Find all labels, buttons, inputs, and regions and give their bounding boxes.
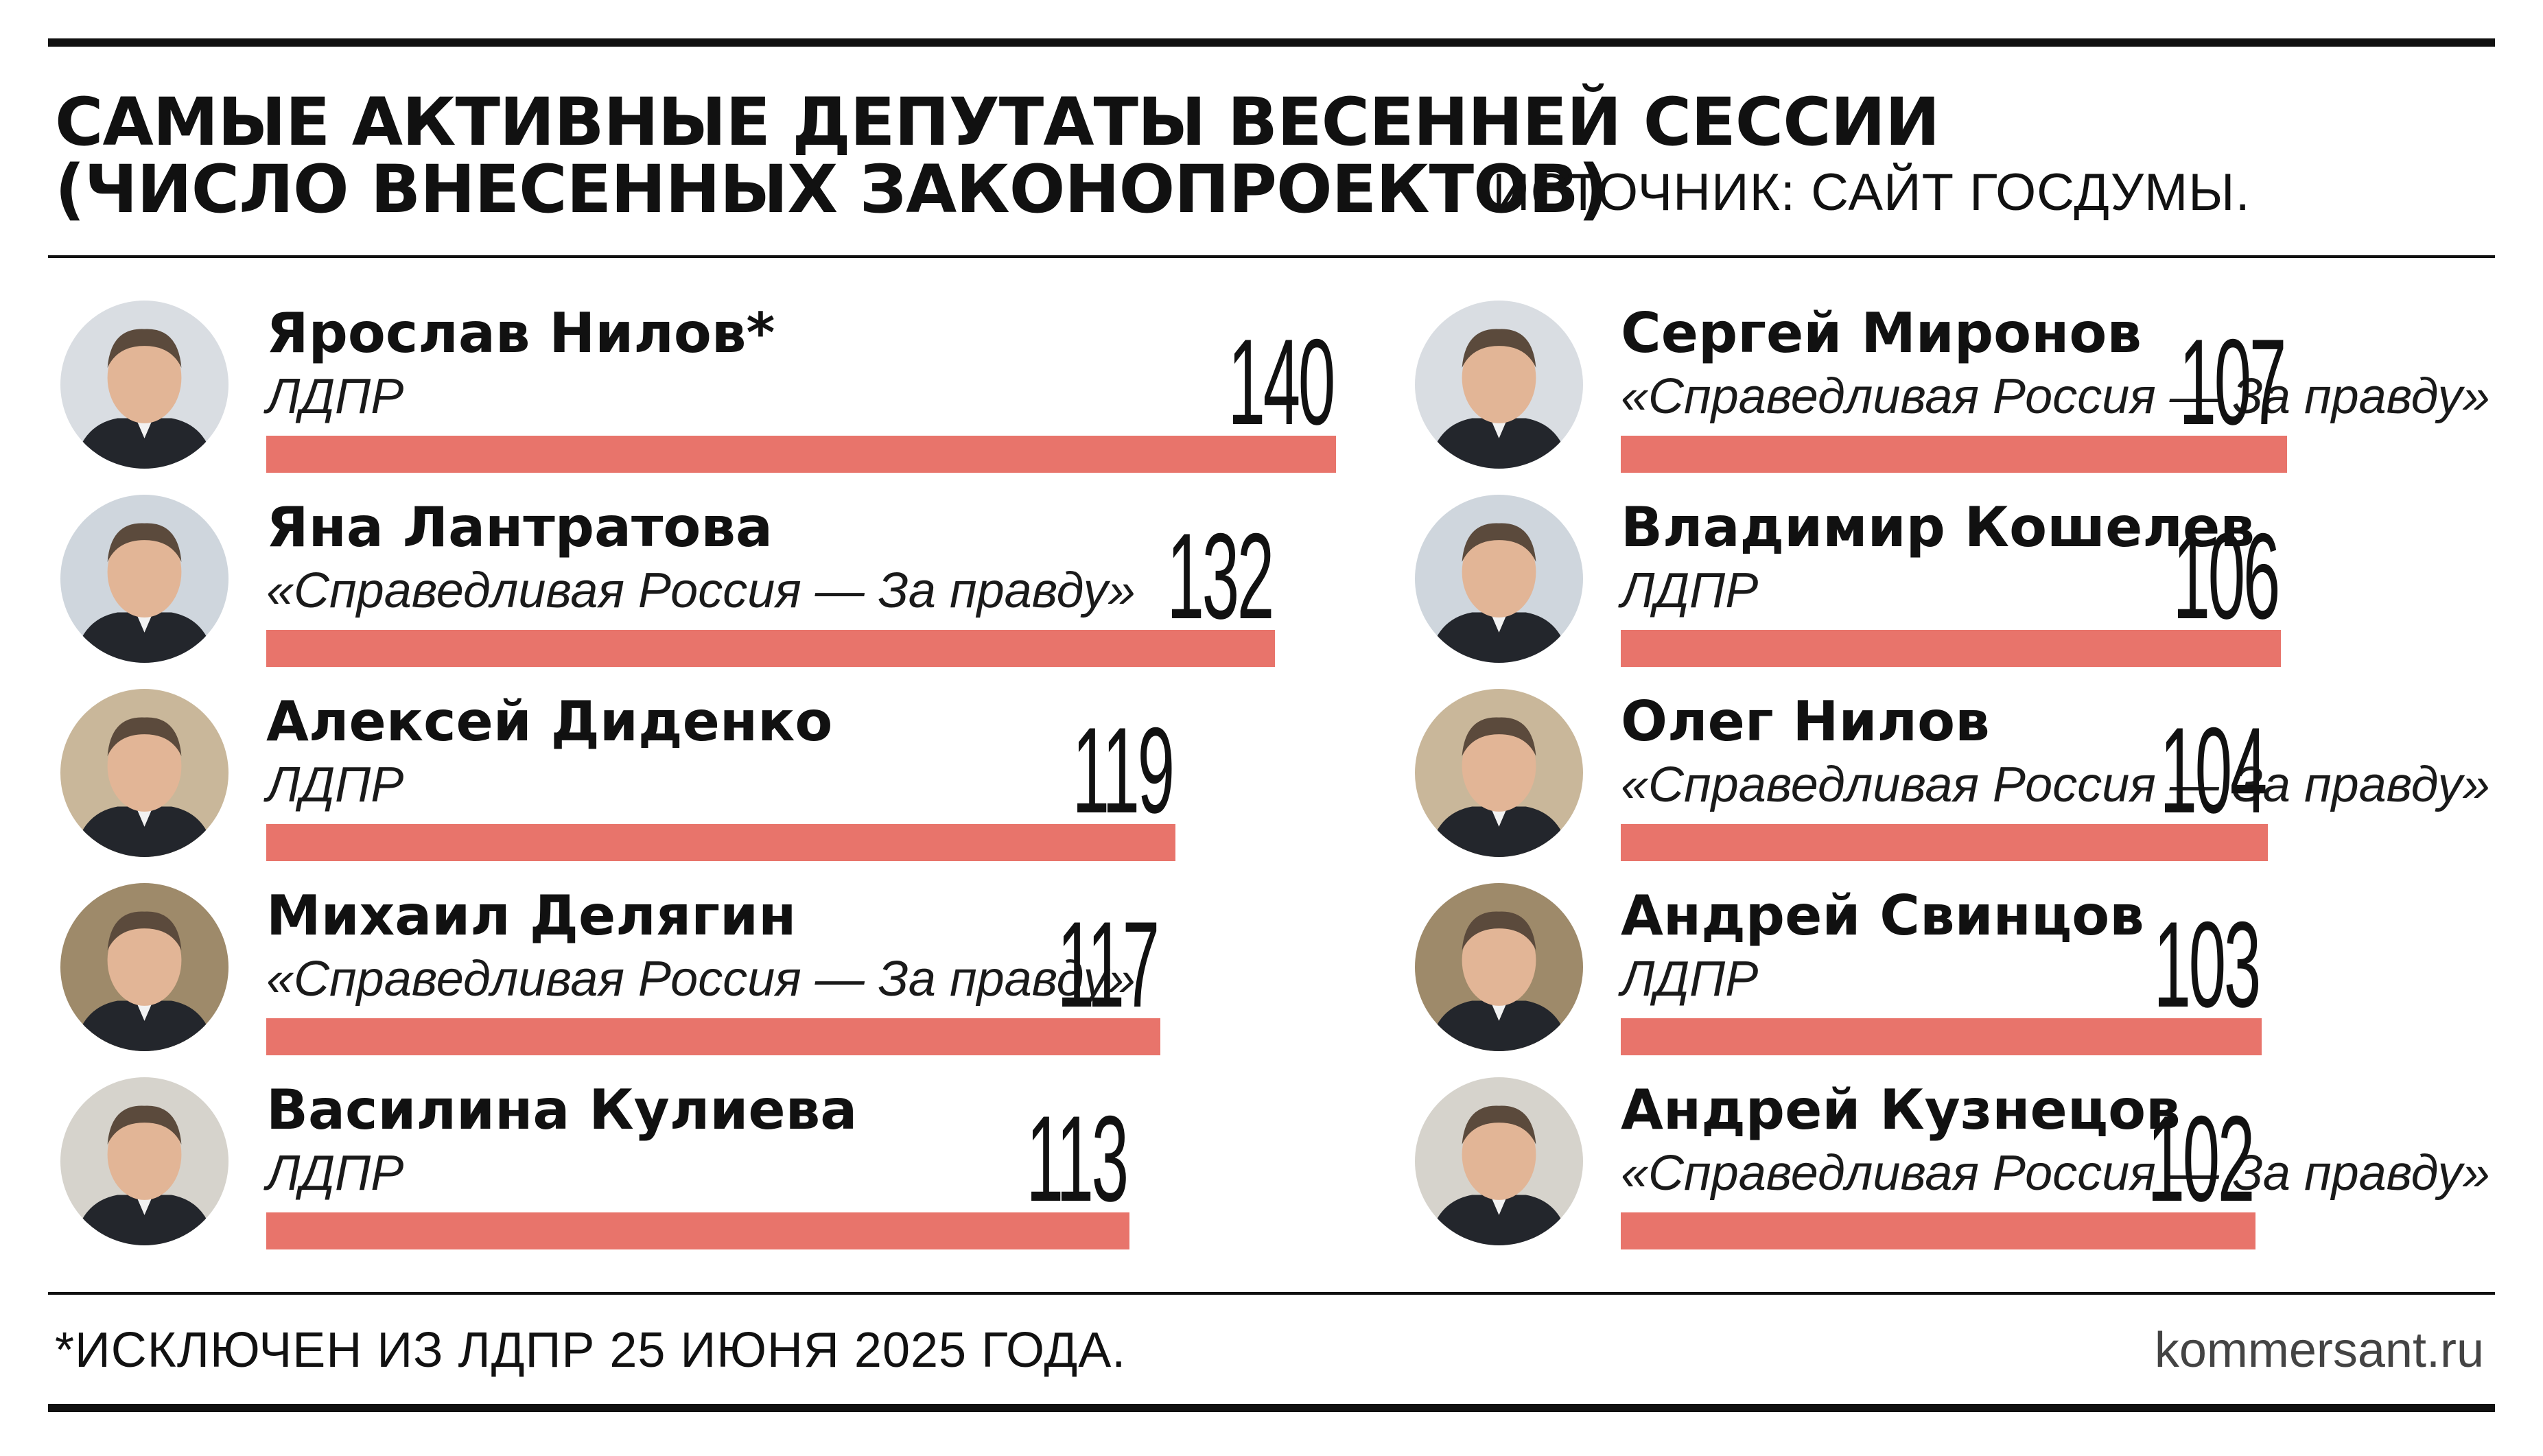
bar bbox=[1621, 1018, 2262, 1055]
deputy-party: «Справедливая Россия — За правду» bbox=[266, 563, 1136, 618]
bar bbox=[266, 1018, 1160, 1055]
deputy-party: «Справедливая Россия — За правду» bbox=[1621, 369, 2490, 424]
deputy-name: Андрей Свинцов bbox=[1621, 884, 2144, 948]
deputy-name: Владимир Кошелев bbox=[1621, 495, 2255, 559]
deputy-portrait bbox=[1415, 301, 1583, 469]
footnote: *ИСКЛЮЧЕН ИЗ ЛДПР 25 ИЮНЯ 2025 ГОДА. bbox=[55, 1323, 1127, 1378]
bar bbox=[1621, 1212, 2255, 1249]
bar bbox=[266, 630, 1275, 667]
deputy-name: Олег Нилов bbox=[1621, 690, 1990, 753]
deputy-party: ЛДПР bbox=[266, 1146, 404, 1201]
bar bbox=[1621, 630, 2281, 667]
bar-value-label: 107 bbox=[2179, 314, 2287, 450]
deputy-entry: Андрей Кузнецов «Справедливая Россия — За… bbox=[1415, 1077, 2492, 1256]
deputy-party: «Справедливая Россия — За правду» bbox=[1621, 1146, 2490, 1201]
bar-value-label: 104 bbox=[2159, 702, 2268, 838]
deputy-portrait bbox=[1415, 495, 1583, 663]
deputy-party: ЛДПР bbox=[1621, 563, 1759, 618]
deputy-entry: Михаил Делягин «Справедливая Россия — За … bbox=[60, 883, 1336, 1061]
bar bbox=[266, 1212, 1129, 1249]
deputy-party: «Справедливая Россия — За правду» bbox=[266, 952, 1136, 1007]
deputy-entry: Владимир Кошелев ЛДПР 106 bbox=[1415, 495, 2492, 673]
bar bbox=[1621, 436, 2287, 473]
deputy-name: Василина Кулиева bbox=[266, 1078, 858, 1142]
bar bbox=[266, 824, 1175, 861]
bar-value-label: 119 bbox=[1072, 702, 1175, 838]
deputy-portrait bbox=[60, 495, 228, 663]
deputy-portrait bbox=[1415, 1077, 1583, 1245]
deputy-portrait bbox=[1415, 689, 1583, 857]
deputy-name: Яна Лантратова bbox=[266, 495, 773, 559]
chart-title-line2: (ЧИСЛО ВНЕСЕННЫХ ЗАКОНОПРОЕКТОВ) bbox=[55, 151, 1608, 228]
deputy-entry: Андрей Свинцов ЛДПР 103 bbox=[1415, 883, 2492, 1061]
chart-title-line1: САМЫЕ АКТИВНЫЕ ДЕПУТАТЫ ВЕСЕННЕЙ СЕССИИ bbox=[55, 84, 1940, 161]
bar-value-label: 103 bbox=[2153, 896, 2262, 1033]
footer-divider bbox=[48, 1292, 2495, 1295]
deputy-name: Андрей Кузнецов bbox=[1621, 1078, 2181, 1142]
bottom-rule bbox=[48, 1404, 2495, 1412]
deputy-portrait bbox=[60, 883, 228, 1051]
deputy-portrait bbox=[1415, 883, 1583, 1051]
deputy-party: «Справедливая Россия — За правду» bbox=[1621, 758, 2490, 812]
deputy-portrait bbox=[60, 689, 228, 857]
bar-value-label: 113 bbox=[1026, 1090, 1129, 1227]
source-site-link[interactable]: kommersant.ru bbox=[2154, 1323, 2484, 1378]
deputy-name: Сергей Миронов bbox=[1621, 301, 2142, 365]
deputy-entry: Олег Нилов «Справедливая Россия — За прав… bbox=[1415, 689, 2492, 867]
deputy-portrait bbox=[60, 301, 228, 469]
deputy-entry: Яна Лантратова «Справедливая Россия — За … bbox=[60, 495, 1336, 673]
deputy-party: ЛДПР bbox=[266, 758, 404, 812]
deputy-name: Ярослав Нилов* bbox=[266, 301, 775, 365]
bar bbox=[266, 436, 1336, 473]
top-rule bbox=[48, 38, 2495, 47]
header-divider bbox=[48, 255, 2495, 258]
deputy-entry: Василина Кулиева ЛДПР 113 bbox=[60, 1077, 1336, 1256]
deputy-entry: Ярослав Нилов* ЛДПР 140 bbox=[60, 301, 1336, 479]
bar-value-label: 140 bbox=[1228, 314, 1336, 450]
deputy-portrait bbox=[60, 1077, 228, 1245]
deputy-party: ЛДПР bbox=[1621, 952, 1759, 1007]
bar bbox=[1621, 824, 2268, 861]
source-note: ИСТОЧНИК: САЙТ ГОСДУМЫ. bbox=[1492, 163, 2251, 222]
deputy-entry: Сергей Миронов «Справедливая Россия — За … bbox=[1415, 301, 2492, 479]
bar-value-label: 102 bbox=[2147, 1090, 2255, 1227]
deputy-entry: Алексей Диденко ЛДПР 119 bbox=[60, 689, 1336, 867]
deputy-name: Алексей Диденко bbox=[266, 690, 833, 753]
deputy-party: ЛДПР bbox=[266, 369, 404, 424]
bar-value-label: 132 bbox=[1167, 508, 1275, 644]
bar-value-label: 117 bbox=[1057, 896, 1160, 1033]
bar-value-label: 106 bbox=[2172, 508, 2281, 644]
deputy-name: Михаил Делягин bbox=[266, 884, 797, 948]
